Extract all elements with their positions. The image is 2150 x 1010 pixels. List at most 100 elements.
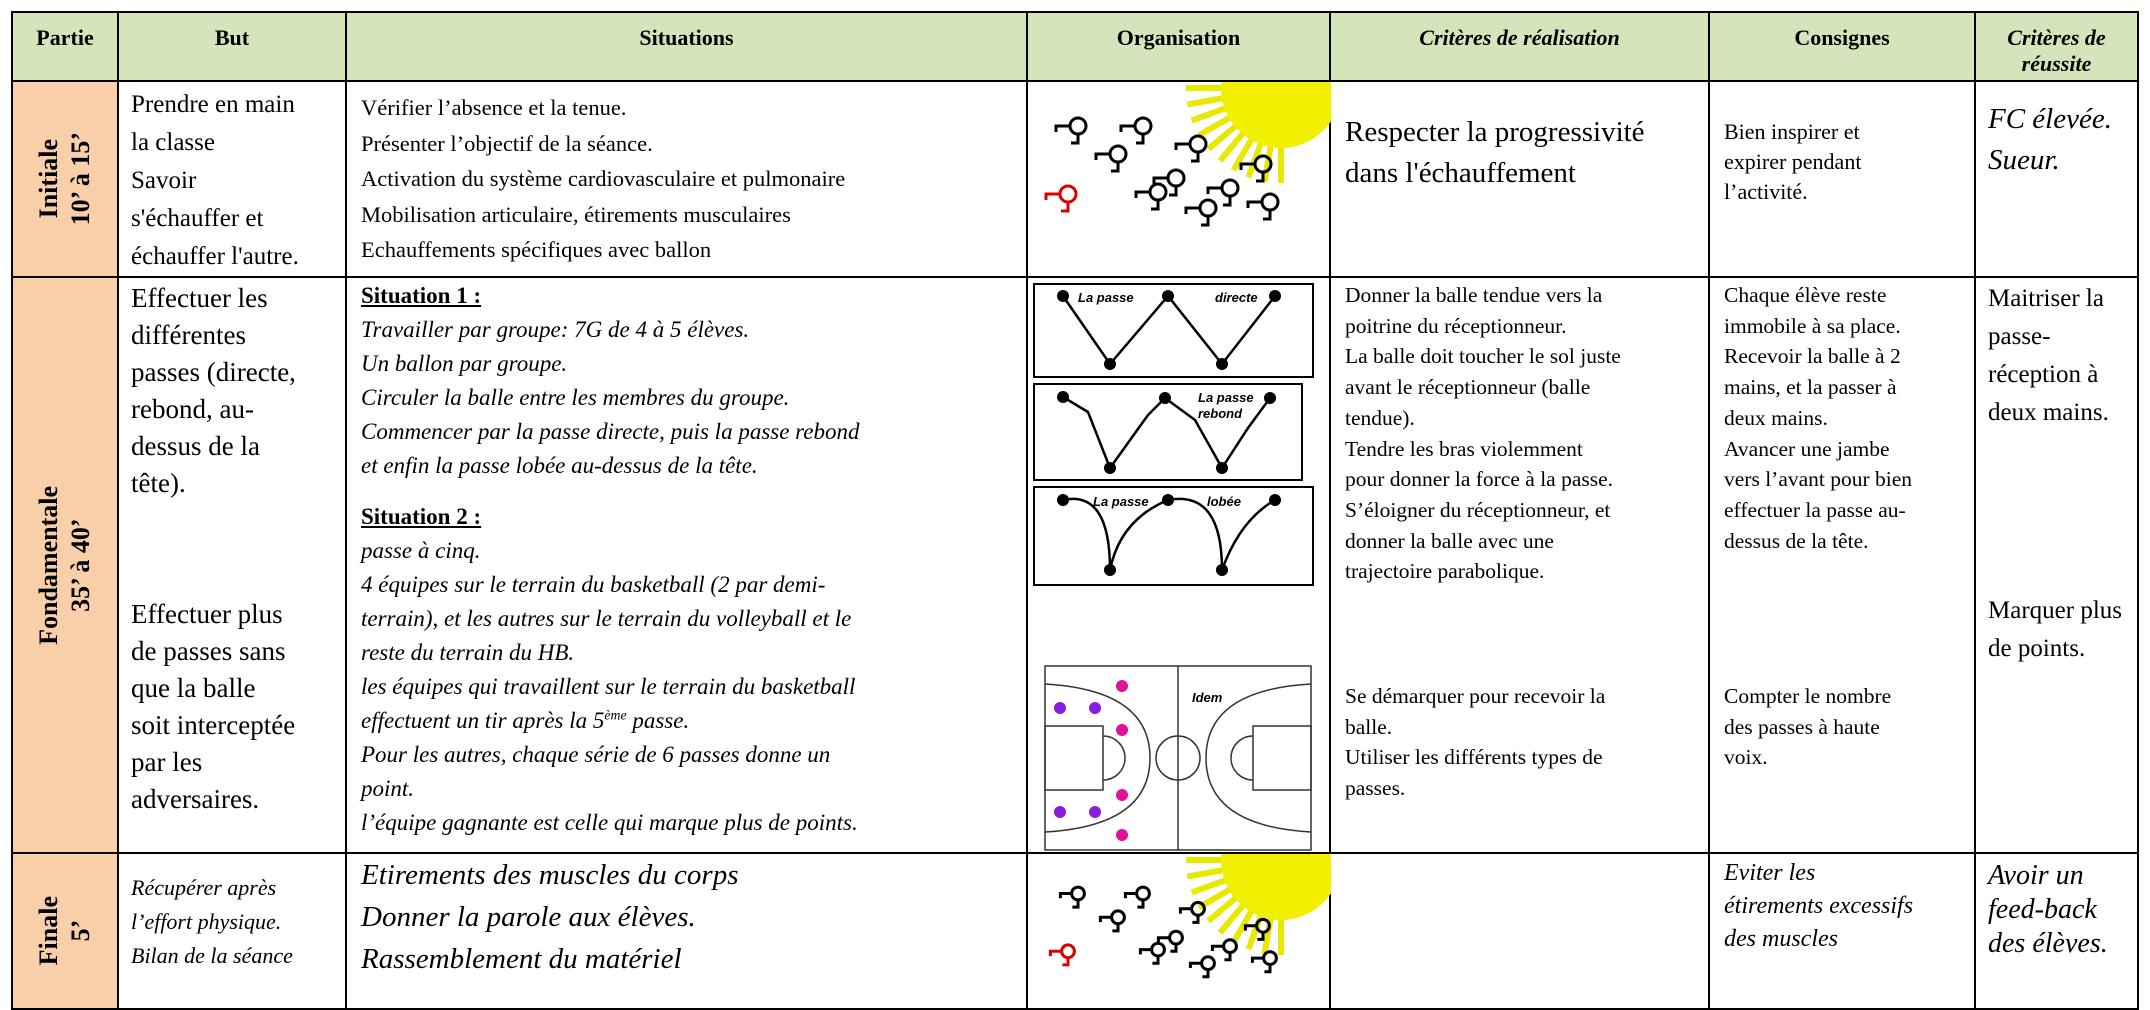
text-line: passes (directe, <box>131 357 296 387</box>
text-line: pour donner la force à la passe. <box>1345 467 1614 492</box>
situations-cell: Situation 1 : Travailler par groupe: 7G d… <box>347 278 1028 854</box>
text-line: point. <box>361 776 415 801</box>
text-line: Bilan de la séance <box>131 943 293 968</box>
text-line: Prendre en main <box>131 91 295 118</box>
text-line: poitrine du réceptionneur. <box>1345 313 1567 338</box>
criteres-cell: Donner la balle tendue vers la poitrine d… <box>1331 278 1710 854</box>
situation-heading: Situation 1 : <box>361 283 482 308</box>
text-block: Situation 1 : Travailler par groupe: 7G d… <box>361 279 860 483</box>
text-line: Un ballon par groupe. <box>361 351 568 376</box>
text-line: Compter le nombre <box>1724 684 1892 708</box>
criteres-cell <box>1331 854 1710 1010</box>
situation-heading: Situation 2 : <box>361 504 482 529</box>
text-line: expirer pendant <box>1724 149 1862 174</box>
text-line: La balle doit toucher le sol juste <box>1345 344 1621 369</box>
text-line: que la balle <box>131 673 256 703</box>
partie-label: Finale 5’ <box>33 896 97 965</box>
organisation-cell <box>1028 854 1331 1010</box>
text-line: trajectoire parabolique. <box>1345 559 1545 584</box>
text-line: dans l'échauffement <box>1345 157 1576 189</box>
text-line: passe- <box>1988 323 2051 350</box>
organisation-cell <box>1028 82 1331 278</box>
text-line: mains, et la passer à <box>1724 375 1897 400</box>
text-line: voix. <box>1724 745 1768 770</box>
text-line: Avancer une jambe <box>1724 436 1890 461</box>
text-line: balle. <box>1345 714 1393 739</box>
partie-cell: Initiale 10’ à 15’ <box>11 82 119 278</box>
text-part: passe. <box>626 708 690 733</box>
text-line: passes. <box>1345 776 1406 801</box>
partie-cell: Finale 5’ <box>11 854 119 1010</box>
text-line: reste du terrain du HB. <box>361 640 575 665</box>
text-line: différentes <box>131 320 246 350</box>
text-line: par les <box>131 747 203 777</box>
text-line: étirements excessifs <box>1724 893 1914 919</box>
text-line: Echauffements spécifiques avec ballon <box>361 237 712 262</box>
text-line: de passes sans <box>131 636 286 666</box>
reussite-cell: FC élevée. Sueur. <box>1976 82 2139 278</box>
partie-line: 10’ à 15’ <box>66 132 95 226</box>
header-cell: Situations <box>347 11 1028 82</box>
text-block: Effectuer plus de passes sans que la balle… <box>131 596 295 818</box>
situations-cell: Etirements des muscles du corps Donner la… <box>347 854 1028 1010</box>
text-line: l’effort physique. <box>131 909 282 934</box>
reussite-cell: Maitriser la passe-réception à deux mains.… <box>1976 278 2139 854</box>
text-line: Avoir un <box>1988 860 2084 891</box>
situations-cell: Vérifier l’absence et la tenue. Présenter… <box>347 82 1028 278</box>
text-line: l’équipe gagnante est celle qui marque p… <box>361 810 858 835</box>
but-cell: Prendre en main la classe Savoir s'échauffe… <box>119 82 347 278</box>
organisation-cell <box>1028 278 1331 854</box>
text-line: Vérifier l’absence et la tenue. <box>361 95 627 120</box>
partie-line: Initiale <box>34 139 63 219</box>
text-line: Maitriser la <box>1988 285 2104 312</box>
text-line: Commencer par la passe directe, puis la … <box>361 419 860 444</box>
text-line: Tendre les bras violemment <box>1345 436 1583 461</box>
text-line: des élèves. <box>1988 928 2108 959</box>
partie-label: Initiale 10’ à 15’ <box>33 132 97 225</box>
partie-line: 5’ <box>66 920 95 942</box>
text-line: donner la balle avec une <box>1345 528 1554 553</box>
text-block: Se démarquer pour recevoir la balle. Utili… <box>1345 681 1605 804</box>
text-line: vers l’avant pour bien <box>1724 467 1913 492</box>
partie-line: Fondamentale <box>34 485 63 645</box>
text-block: Marquer plus de points. <box>1988 592 2122 668</box>
text-line: Mobilisation articulaire, étirements mus… <box>361 201 791 227</box>
text-line: échauffer l'autre. <box>131 243 299 270</box>
text-line: avant le réceptionneur (balle <box>1345 375 1591 400</box>
text-line: l’activité. <box>1724 179 1808 204</box>
text-line: dessus de la <box>131 431 260 461</box>
reussite-cell: Avoir un feed-back des élèves. <box>1976 854 2139 1010</box>
text-line: Activation du système cardiovasculaire e… <box>361 166 846 191</box>
text-block: Situation 2 : passe à cinq. 4 équipes sur … <box>361 500 858 840</box>
text-line: 4 équipes sur le terrain du basketball (… <box>361 572 826 597</box>
text-line: Présenter l’objectif de la séance. <box>361 130 653 156</box>
text-block: Prendre en main la classe Savoir s'échauffe… <box>131 86 299 276</box>
text-block: Récupérer après l’effort physique. Bilan d… <box>131 871 293 973</box>
text-line: terrain), et les autres sur le terrain d… <box>361 606 852 631</box>
text-line: feed-back <box>1988 894 2097 925</box>
text-line: immobile à sa place. <box>1724 313 1901 338</box>
text-line: deux mains. <box>1988 399 2109 426</box>
text-line: Respecter la progressivité <box>1345 116 1645 148</box>
header-cell: Critères de réussite <box>1976 11 2139 82</box>
text-block: Avoir un feed-back des élèves. <box>1988 859 2108 961</box>
text-line: Utiliser les différents types de <box>1345 745 1603 770</box>
consignes-cell: Eviter les étirements excessifs des muscle… <box>1710 854 1976 1010</box>
header-cell: But <box>119 11 347 82</box>
text-line: Circuler la balle entre les membres du g… <box>361 385 790 410</box>
text-line: des muscles <box>1724 926 1838 952</box>
text-line: tendue). <box>1345 405 1415 430</box>
partie-line: Finale <box>34 896 63 966</box>
text-line: soit interceptée <box>131 710 296 740</box>
text-block: FC élevée. Sueur. <box>1988 99 2112 181</box>
header-cell: Organisation <box>1028 11 1331 82</box>
header-cell: Critères de réalisation <box>1331 11 1710 82</box>
partie-label: Fondamentale 35’ à 40’ <box>33 486 97 645</box>
text-block: Chaque élève reste immobile à sa place. Re… <box>1724 280 1912 556</box>
partie-line: 35’ à 40’ <box>66 518 95 612</box>
criteres-cell: Respecter la progressivité dans l'échauff… <box>1331 82 1710 278</box>
text-line: réception à <box>1988 361 2099 388</box>
text-line: dessus de la tête. <box>1724 528 1869 553</box>
text-line: Se démarquer pour recevoir la <box>1345 684 1606 708</box>
text-line: des passes à haute <box>1724 714 1880 739</box>
